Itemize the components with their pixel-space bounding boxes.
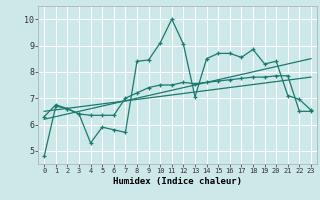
- X-axis label: Humidex (Indice chaleur): Humidex (Indice chaleur): [113, 177, 242, 186]
